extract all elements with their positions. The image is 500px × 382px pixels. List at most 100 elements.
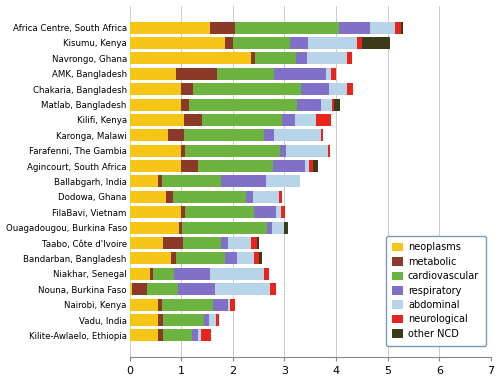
Bar	[192, 329, 198, 342]
Bar	[163, 314, 204, 326]
Bar	[296, 52, 306, 64]
Bar	[400, 21, 403, 34]
Bar	[174, 191, 246, 203]
Bar	[218, 68, 274, 80]
Bar	[286, 145, 328, 157]
Bar	[184, 114, 202, 126]
Bar	[308, 37, 356, 49]
Bar	[301, 83, 330, 95]
Bar	[182, 237, 222, 249]
Bar	[362, 37, 390, 49]
Bar	[178, 222, 182, 234]
Bar	[298, 99, 320, 110]
Bar	[236, 21, 339, 34]
Bar	[259, 253, 262, 264]
Bar	[182, 222, 268, 234]
Bar	[221, 175, 266, 188]
Bar	[222, 237, 228, 249]
Bar	[130, 68, 176, 80]
Bar	[192, 83, 301, 95]
Bar	[130, 191, 166, 203]
Bar	[181, 160, 198, 172]
Bar	[252, 237, 256, 249]
Bar	[356, 37, 362, 49]
Bar	[130, 114, 184, 126]
Bar	[181, 83, 192, 95]
Bar	[150, 268, 153, 280]
Bar	[184, 129, 264, 141]
Bar	[202, 114, 282, 126]
Bar	[216, 314, 219, 326]
Bar	[162, 175, 221, 188]
Bar	[266, 175, 300, 188]
Bar	[163, 329, 192, 342]
Bar	[130, 160, 181, 172]
Bar	[214, 283, 270, 295]
Bar	[270, 283, 276, 295]
Bar	[294, 114, 316, 126]
Bar	[256, 237, 259, 249]
Bar	[185, 206, 254, 218]
Bar	[130, 253, 171, 264]
Bar	[308, 160, 313, 172]
Bar	[246, 191, 254, 203]
Bar	[181, 99, 189, 110]
Bar	[130, 99, 181, 110]
Bar	[168, 129, 184, 141]
Bar	[210, 268, 264, 280]
Bar	[146, 283, 178, 295]
Bar	[284, 222, 288, 234]
Bar	[282, 206, 286, 218]
Bar	[163, 237, 182, 249]
Bar	[130, 175, 158, 188]
Bar	[130, 268, 150, 280]
Bar	[174, 268, 210, 280]
Bar	[320, 129, 323, 141]
Bar	[306, 52, 347, 64]
Bar	[338, 21, 370, 34]
Bar	[268, 222, 272, 234]
Bar	[331, 68, 336, 80]
Bar	[176, 68, 218, 80]
Bar	[213, 299, 228, 311]
Bar	[326, 68, 331, 80]
Bar	[230, 299, 235, 311]
Bar	[237, 253, 254, 264]
Bar	[255, 52, 296, 64]
Bar	[332, 99, 334, 110]
Bar	[370, 21, 396, 34]
Bar	[228, 237, 252, 249]
Bar	[280, 191, 282, 203]
Bar	[313, 160, 318, 172]
Bar	[282, 114, 294, 126]
Bar	[254, 206, 276, 218]
Bar	[330, 83, 347, 95]
Bar	[178, 283, 214, 295]
Bar	[272, 222, 284, 234]
Bar	[176, 253, 225, 264]
Bar	[274, 68, 326, 80]
Bar	[204, 314, 208, 326]
Bar	[254, 191, 280, 203]
Bar	[171, 253, 176, 264]
Bar	[130, 314, 158, 326]
Bar	[158, 329, 163, 342]
Bar	[201, 329, 211, 342]
Bar	[181, 206, 185, 218]
Bar	[254, 253, 259, 264]
Bar	[130, 145, 181, 157]
Bar	[320, 99, 332, 110]
Bar	[130, 83, 181, 95]
Bar	[228, 299, 230, 311]
Bar	[189, 99, 298, 110]
Bar	[272, 160, 304, 172]
Bar	[396, 21, 400, 34]
Bar	[334, 99, 340, 110]
Bar	[276, 206, 281, 218]
Bar	[264, 268, 269, 280]
Bar	[347, 52, 352, 64]
Bar	[132, 283, 146, 295]
Bar	[251, 52, 255, 64]
Bar	[225, 253, 237, 264]
Bar	[130, 129, 168, 141]
